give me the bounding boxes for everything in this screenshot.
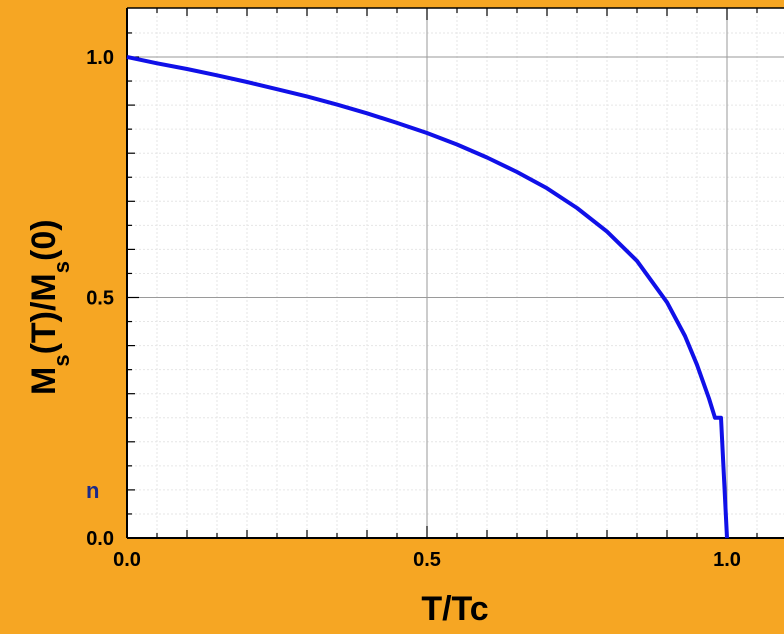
x-axis-title: T/Tc	[421, 590, 488, 628]
x-tick-label: 0.5	[413, 549, 441, 571]
series-line	[126, 55, 729, 539]
axes	[126, 7, 784, 539]
y-axis-title: Ms(T)/Ms(0)	[25, 219, 74, 395]
x-tick-labels: 0.0 0.5 1.0	[113, 549, 741, 571]
y-tick-labels: 0.0 0.5 1.0	[86, 47, 114, 550]
y-tick-label: 1.0	[86, 47, 114, 69]
minor-grid	[127, 8, 784, 538]
x-tick-label: 0.0	[113, 549, 141, 571]
y-tick-label: 0.0	[86, 528, 114, 550]
edge-text: n	[86, 478, 100, 503]
x-tick-label: 1.0	[713, 549, 741, 571]
major-grid	[127, 8, 784, 538]
y-tick-label: 0.5	[86, 288, 114, 310]
